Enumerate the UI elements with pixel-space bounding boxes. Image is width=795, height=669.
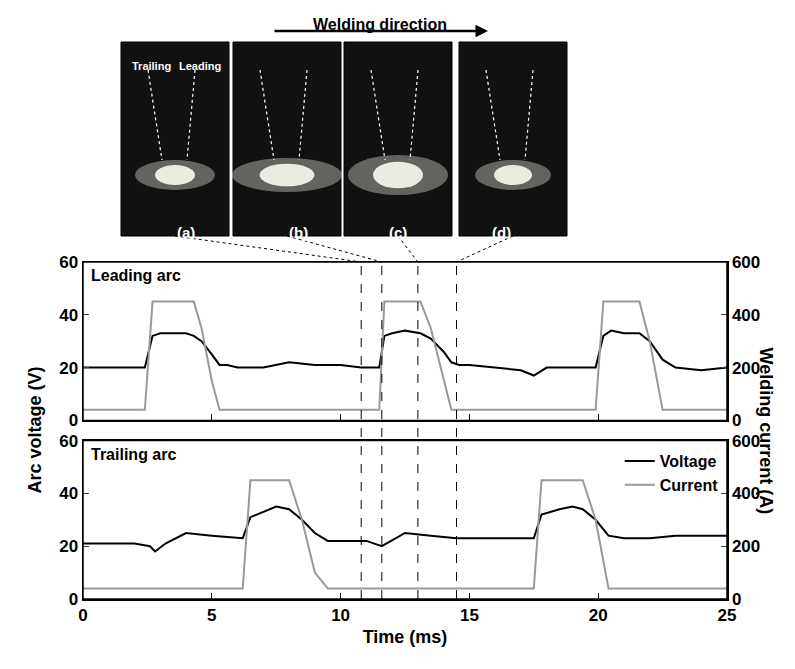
svg-text:(c): (c) [389,224,407,241]
svg-text:Current: Current [660,477,718,494]
svg-text:Time (ms): Time (ms) [363,627,448,647]
svg-text:Welding direction: Welding direction [313,16,447,33]
svg-text:Trailing: Trailing [132,60,171,72]
svg-text:600: 600 [732,253,760,272]
svg-text:0: 0 [69,590,78,609]
svg-text:15: 15 [460,606,479,625]
svg-text:Welding current (A): Welding current (A) [756,348,776,515]
svg-text:Voltage: Voltage [660,453,717,470]
svg-text:20: 20 [59,537,78,556]
svg-text:400: 400 [732,484,760,503]
svg-text:20: 20 [59,359,78,378]
svg-text:20: 20 [589,606,608,625]
svg-text:(d): (d) [492,224,511,241]
svg-text:40: 40 [59,484,78,503]
svg-text:200: 200 [732,359,760,378]
svg-text:0: 0 [69,411,78,430]
svg-text:(b): (b) [289,224,308,241]
svg-text:Leading arc: Leading arc [91,267,181,284]
svg-text:60: 60 [59,432,78,451]
svg-text:25: 25 [718,606,737,625]
svg-text:5: 5 [207,606,216,625]
svg-text:10: 10 [331,606,350,625]
svg-text:200: 200 [732,537,760,556]
svg-text:60: 60 [59,253,78,272]
svg-text:(a): (a) [177,224,195,241]
svg-text:0: 0 [732,411,741,430]
svg-text:40: 40 [59,306,78,325]
svg-text:Leading: Leading [179,60,221,72]
svg-text:Arc voltage (V): Arc voltage (V) [25,366,45,493]
svg-text:0: 0 [78,606,87,625]
svg-text:Trailing arc: Trailing arc [91,446,176,463]
svg-text:600: 600 [732,432,760,451]
svg-text:0: 0 [732,590,741,609]
svg-text:400: 400 [732,306,760,325]
